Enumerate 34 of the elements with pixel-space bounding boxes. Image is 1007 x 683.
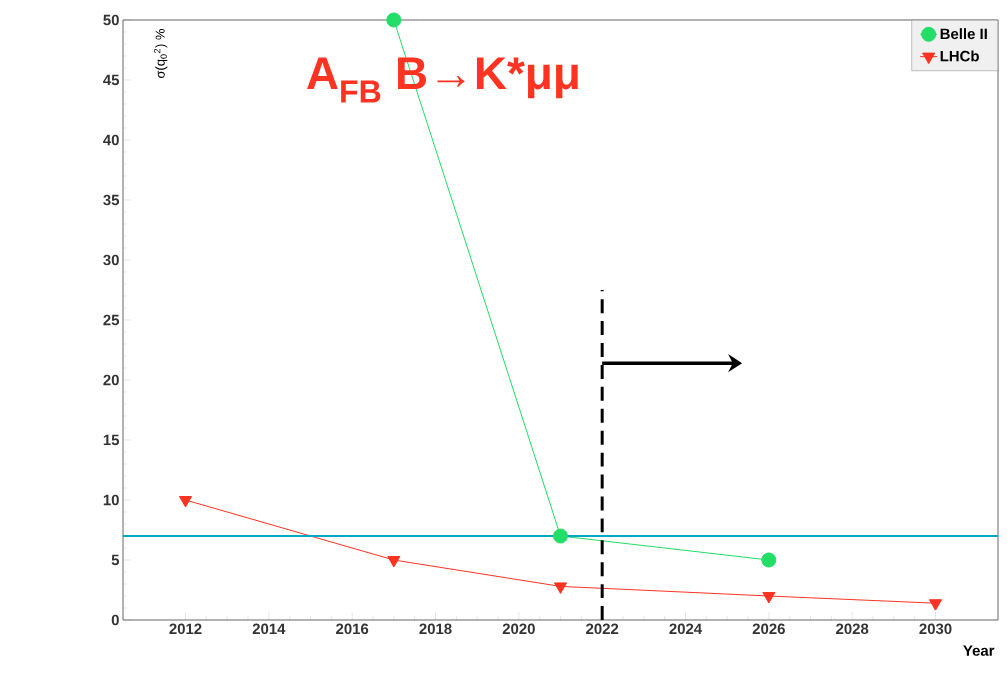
x-tick-label: 2018 [419, 623, 452, 635]
y-tick-label: 35 [103, 194, 120, 206]
y-tick-label: 25 [103, 314, 120, 326]
y-tick-label: 30 [103, 254, 119, 266]
y-tick-label: 45 [103, 74, 120, 86]
point [553, 528, 568, 544]
legend-label: Belle II [940, 28, 987, 40]
point [762, 592, 776, 604]
y-tick-label: 40 [103, 134, 119, 146]
point [386, 12, 402, 28]
y-tick-label: 50 [103, 14, 119, 26]
x-tick-label: 2026 [752, 623, 785, 635]
legend-label: LHCb [940, 50, 979, 62]
point [178, 496, 193, 508]
y-tick-label: 10 [103, 494, 119, 506]
point [761, 552, 777, 568]
x-tick-label: 2016 [336, 623, 369, 635]
point [387, 556, 401, 568]
x-tick-label: 2024 [669, 623, 703, 635]
y-tick-label: 5 [111, 554, 120, 566]
x-tick-label: 2020 [502, 623, 535, 635]
y-axis-title: σ(q$_{0}$$^{2}$) % [153, 28, 168, 78]
x-tick-label: 2022 [586, 623, 619, 635]
y-tick-label: 0 [111, 614, 119, 626]
text: A$_{FB}$ B→K*μμ [307, 57, 578, 103]
y-tick-label: 20 [103, 374, 119, 386]
x-tick-label: 2028 [836, 623, 869, 635]
y-tick-label: 15 [103, 434, 120, 446]
point [553, 582, 568, 594]
x-axis-title: Year [963, 645, 995, 656]
x-tick-label: 2014 [252, 623, 286, 635]
x-tick-label: 2030 [919, 623, 952, 635]
point [928, 599, 943, 611]
x-tick-label: 2012 [169, 623, 202, 635]
